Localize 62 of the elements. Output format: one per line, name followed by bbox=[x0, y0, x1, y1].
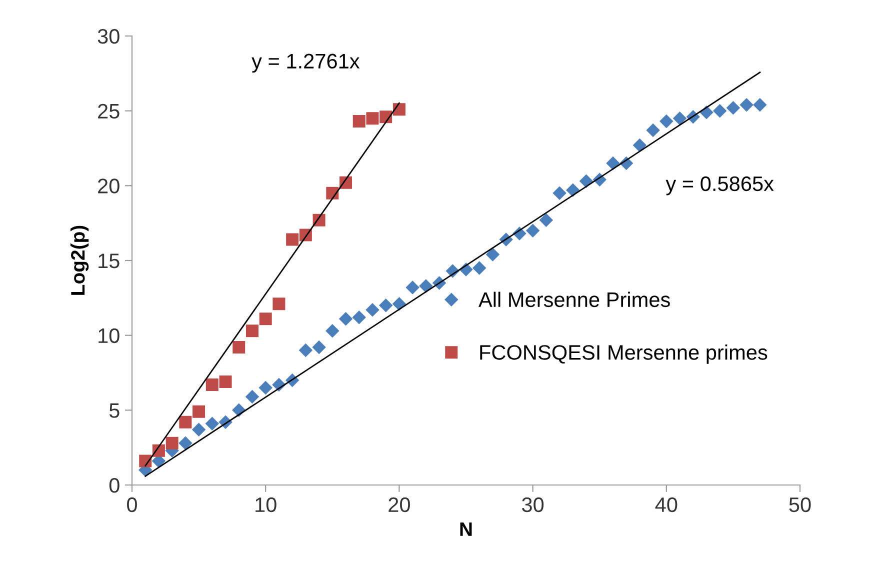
point bbox=[192, 423, 206, 436]
point bbox=[312, 340, 326, 354]
point bbox=[566, 184, 580, 197]
y-tick-label: 5 bbox=[109, 403, 120, 418]
point bbox=[299, 344, 312, 357]
point bbox=[379, 298, 392, 312]
point bbox=[753, 98, 767, 112]
point bbox=[726, 101, 740, 114]
point bbox=[540, 214, 553, 227]
point bbox=[352, 310, 366, 324]
y-tick-label: 30 bbox=[98, 29, 120, 44]
point bbox=[700, 106, 714, 119]
annotation: y = 0.5865x bbox=[666, 176, 774, 196]
x-tick-label: 10 bbox=[256, 497, 276, 512]
point bbox=[339, 312, 352, 326]
point bbox=[246, 390, 259, 404]
y-tick-label: 20 bbox=[98, 178, 120, 194]
point bbox=[166, 436, 178, 450]
legend-label: FCONSQESI Mersenne primes bbox=[480, 344, 768, 364]
x-tick-label: 20 bbox=[388, 497, 410, 512]
y-axis-title: Log2(p) bbox=[70, 226, 89, 295]
point bbox=[192, 405, 206, 418]
point bbox=[526, 224, 540, 238]
y-tick-label: 15 bbox=[98, 254, 120, 268]
point bbox=[259, 381, 272, 394]
point bbox=[552, 186, 566, 200]
point bbox=[646, 124, 660, 137]
x-tick-label: 40 bbox=[655, 497, 678, 512]
x-axis-title: N bbox=[460, 522, 472, 536]
annotation: y = 1.2761x bbox=[252, 54, 360, 73]
legend-label: All Mersenne Primes bbox=[478, 292, 670, 308]
point bbox=[486, 248, 500, 262]
point bbox=[179, 416, 192, 428]
point bbox=[472, 261, 486, 275]
point bbox=[366, 112, 379, 125]
x-tick-label: 30 bbox=[522, 497, 544, 512]
y-tick-label: 25 bbox=[98, 104, 120, 119]
point bbox=[326, 324, 339, 338]
x-tick-label: 50 bbox=[789, 497, 811, 512]
point bbox=[259, 312, 272, 326]
point bbox=[419, 279, 433, 293]
point bbox=[219, 375, 232, 388]
point bbox=[206, 417, 219, 430]
point bbox=[246, 324, 258, 338]
point bbox=[660, 114, 673, 128]
point bbox=[406, 280, 420, 294]
point bbox=[178, 436, 192, 450]
point bbox=[206, 378, 218, 391]
point bbox=[272, 298, 286, 310]
point bbox=[392, 297, 406, 310]
point bbox=[606, 156, 620, 170]
point bbox=[673, 112, 686, 125]
point bbox=[352, 115, 366, 128]
point bbox=[286, 233, 299, 246]
point bbox=[366, 303, 380, 316]
point bbox=[633, 138, 646, 152]
x-tick-label: 0 bbox=[127, 497, 137, 512]
y-tick-label: 0 bbox=[109, 478, 120, 493]
y-tick-label: 10 bbox=[98, 328, 120, 344]
point bbox=[740, 98, 754, 112]
point bbox=[713, 104, 726, 118]
point bbox=[232, 341, 246, 354]
